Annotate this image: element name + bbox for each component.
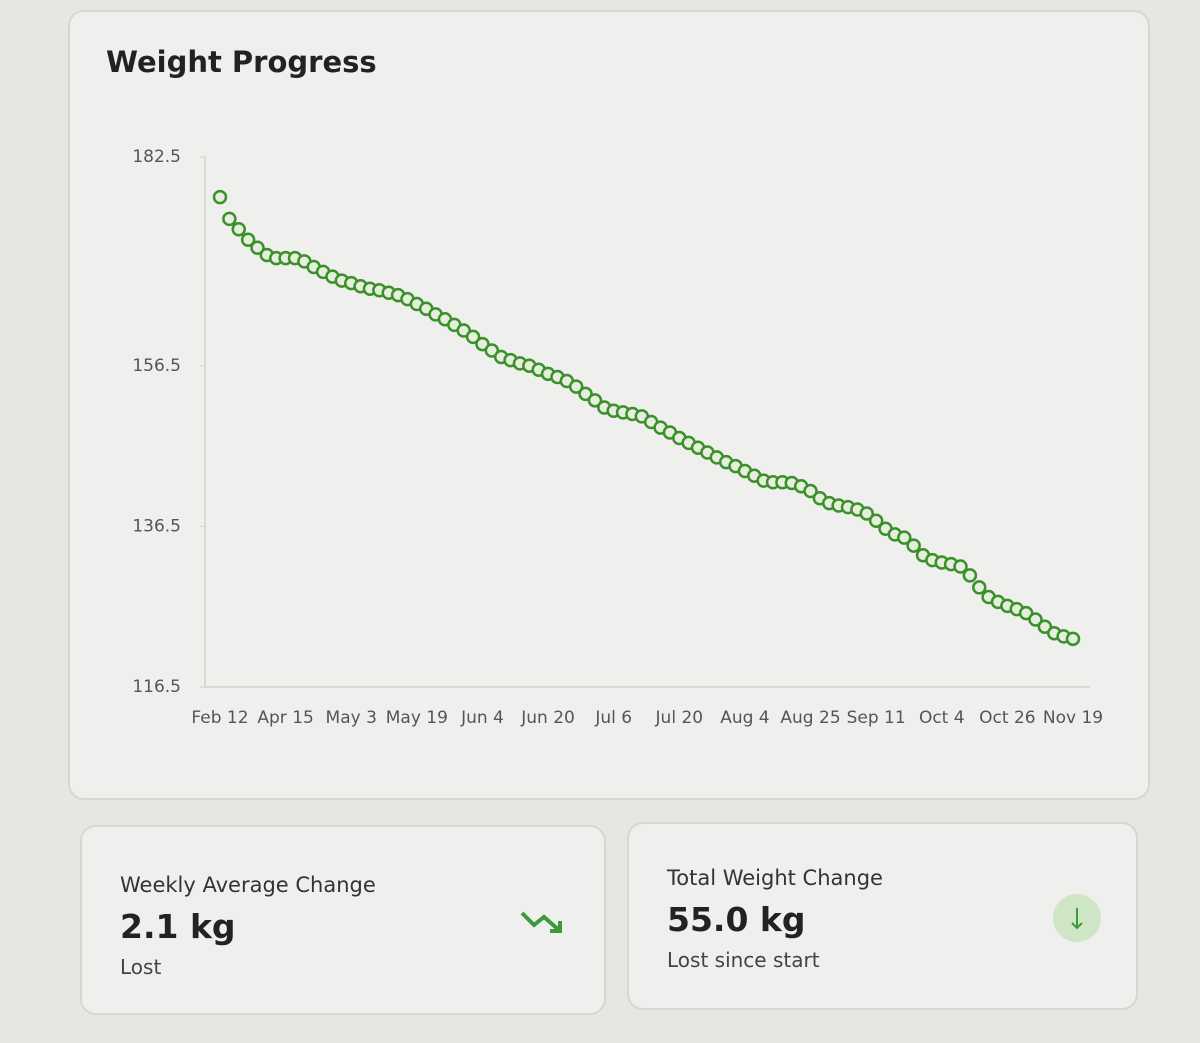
x-tick-label: Oct 26 (979, 708, 1035, 728)
data-point (962, 568, 978, 583)
card-caption: Lost since start (667, 948, 820, 972)
x-tick-label: Jul 20 (655, 708, 704, 728)
chart: Weight Progress 116.5 136.5 156.5 182.5 Feb … (106, 45, 1103, 728)
data-point (906, 538, 921, 553)
data-point (568, 379, 584, 394)
x-tick-label: Sep 11 (847, 708, 906, 728)
x-tick-label: May 3 (326, 708, 377, 728)
data-point (868, 513, 884, 529)
x-tick-label: Apr 15 (257, 708, 313, 728)
data-point (587, 393, 603, 408)
card-title: Weekly Average Change (120, 873, 376, 897)
data-point (250, 240, 265, 255)
data-point (240, 232, 256, 247)
data-point (212, 189, 228, 205)
data-point (1028, 612, 1043, 627)
chart-title: Weight Progress (106, 45, 377, 79)
data-point (465, 329, 481, 345)
y-tick-label: 136.5 (132, 516, 181, 536)
x-tick-label: Aug 25 (780, 708, 840, 728)
x-tick-label: Nov 19 (1043, 708, 1103, 728)
trend-icon (520, 911, 562, 933)
x-tick-label: Aug 4 (720, 708, 769, 728)
x-tick-label: May 19 (386, 708, 448, 728)
data-point (222, 211, 237, 227)
data-point (803, 483, 818, 499)
stat-card: Weekly Average Change 2.1 kg Lost (80, 825, 606, 1015)
data-point (897, 530, 912, 545)
y-tick-label: 156.5 (132, 356, 181, 376)
card-title: Total Weight Change (667, 866, 883, 890)
y-tick-label: 182.5 (132, 147, 181, 167)
x-tick-label: Jun 20 (520, 708, 575, 728)
x-tick-label: Jun 4 (460, 708, 504, 728)
down-icon (1053, 894, 1101, 942)
x-tick-label: Oct 4 (919, 708, 965, 728)
data-point (859, 506, 875, 521)
card-value: 55.0 kg (667, 900, 806, 939)
data-point (231, 222, 246, 237)
y-tick-label: 116.5 (132, 677, 181, 697)
card-value: 2.1 kg (120, 907, 236, 946)
x-tick-label: Jul 6 (594, 708, 632, 728)
data-point (972, 580, 987, 595)
x-tick-label: Feb 12 (191, 708, 248, 728)
data-point (953, 559, 968, 574)
data-point (1065, 631, 1081, 647)
card-caption: Lost (120, 955, 162, 979)
stat-card: Total Weight Change 55.0 kg Lost since s… (627, 822, 1138, 1010)
